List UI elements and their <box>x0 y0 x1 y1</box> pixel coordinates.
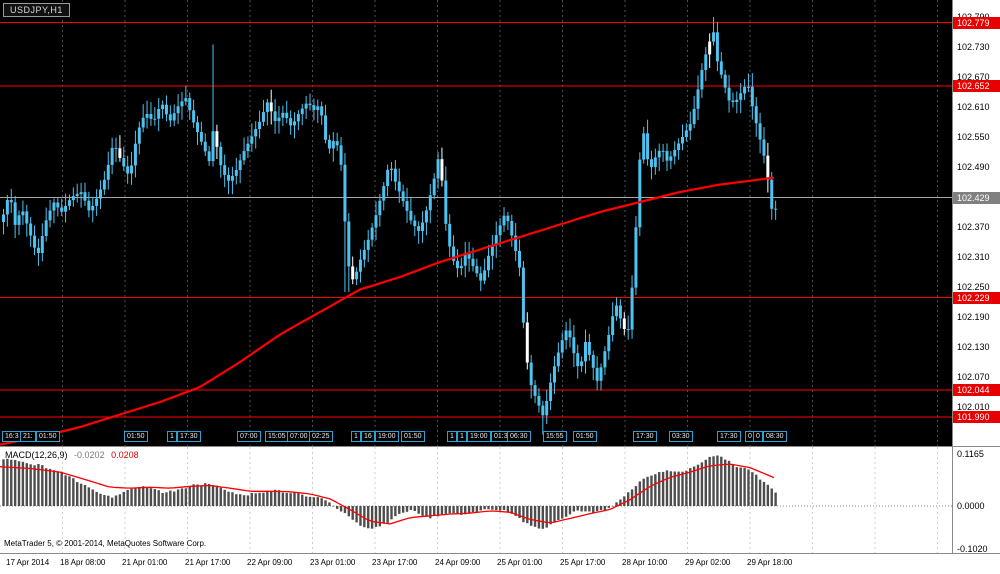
price-tick-label: 102.550 <box>957 132 990 142</box>
event-time-marker[interactable]: 0 <box>753 431 763 442</box>
horizontal-level-lines <box>0 22 952 418</box>
level-price-label: 102.652 <box>953 80 1000 92</box>
event-time-marker[interactable]: 02:25 <box>309 431 333 442</box>
price-tick-label: 102.070 <box>957 372 990 382</box>
time-tick-label: 23 Apr 17:00 <box>372 558 418 567</box>
macd-tick-label: 0.1165 <box>957 449 984 459</box>
day-separator-grid <box>62 0 938 446</box>
event-time-marker[interactable]: 19:00 <box>467 431 491 442</box>
event-time-marker[interactable]: 01:50 <box>124 431 148 442</box>
event-time-marker[interactable]: 06:30 <box>507 431 531 442</box>
symbol-timeframe-label: USDJPY,H1 <box>3 3 70 17</box>
event-time-marker[interactable]: 17:30 <box>633 431 657 442</box>
event-time-marker[interactable]: 1 <box>167 431 177 442</box>
level-price-label: 102.044 <box>953 384 1000 396</box>
event-time-marker[interactable]: 01:50 <box>573 431 597 442</box>
price-tick-label: 102.250 <box>957 282 990 292</box>
price-chart-area[interactable]: USDJPY,H1 16:3 21: 01:50 01:50 1 17:30 07:00 15… <box>0 0 952 446</box>
event-time-marker[interactable]: 21: <box>20 431 36 442</box>
price-tick-label: 102.010 <box>957 402 990 412</box>
event-time-marker[interactable]: 1 <box>351 431 361 442</box>
macd-signal-value: 0.0208 <box>111 450 139 460</box>
time-tick-label: 21 Apr 01:00 <box>122 558 168 567</box>
macd-indicator-panel[interactable]: MACD(12,26,9) -0.0202 0.0208 MetaTrader … <box>0 446 952 554</box>
event-time-marker[interactable]: 01:50 <box>401 431 425 442</box>
macd-main-value: -0.0202 <box>74 450 105 460</box>
time-tick-label: 25 Apr 17:00 <box>560 558 606 567</box>
price-tick-label: 102.490 <box>957 162 990 172</box>
time-tick-label: 22 Apr 09:00 <box>247 558 293 567</box>
macd-tick-label: -0.1020 <box>957 544 988 554</box>
event-time-marker[interactable]: 15:05 <box>265 431 289 442</box>
level-price-label: 102.779 <box>953 17 1000 29</box>
event-time-marker[interactable]: 01:50 <box>36 431 60 442</box>
level-price-label: 101.990 <box>953 411 1000 423</box>
candles <box>2 17 778 435</box>
time-tick-label: 29 Apr 02:00 <box>685 558 731 567</box>
current-price-label: 102.429 <box>953 192 1000 204</box>
price-tick-label: 102.670 <box>957 72 990 82</box>
event-time-marker[interactable]: 03:30 <box>669 431 693 442</box>
macd-value-axis: 0.1165 0.0000 -0.1020 <box>952 446 1000 554</box>
event-time-marker[interactable]: 07:00 <box>287 431 311 442</box>
event-time-marker[interactable]: 15:55 <box>543 431 567 442</box>
price-tick-label: 102.310 <box>957 252 990 262</box>
price-tick-label: 102.730 <box>957 42 990 52</box>
macd-histogram <box>2 455 777 529</box>
price-axis[interactable]: 102.790102.730102.670102.610102.550102.4… <box>952 0 1000 446</box>
event-time-marker[interactable]: 1 <box>447 431 457 442</box>
event-time-marker[interactable]: 19:00 <box>375 431 399 442</box>
time-tick-label: 23 Apr 01:00 <box>310 558 356 567</box>
moving-average-line <box>0 176 775 446</box>
price-tick-label: 102.130 <box>957 342 990 352</box>
time-tick-label: 17 Apr 2014 <box>6 558 50 567</box>
macd-chart[interactable] <box>0 447 952 554</box>
time-tick-label: 25 Apr 01:00 <box>497 558 543 567</box>
level-price-label: 102.229 <box>953 292 1000 304</box>
time-axis[interactable]: 17 Apr 2014 18 Apr 08:00 21 Apr 01:00 21 Ap… <box>0 553 1000 574</box>
event-time-marker[interactable]: 07:00 <box>237 431 261 442</box>
event-time-marker[interactable]: 17:30 <box>717 431 741 442</box>
time-tick-label: 18 Apr 08:00 <box>60 558 106 567</box>
macd-tick-label: 0.0000 <box>957 501 985 511</box>
event-time-marker[interactable]: 17:30 <box>177 431 201 442</box>
macd-indicator-label: MACD(12,26,9) -0.0202 0.0208 <box>5 450 143 460</box>
event-time-marker[interactable]: 08:30 <box>763 431 787 442</box>
event-time-marker[interactable]: 16 <box>361 431 375 442</box>
candlestick-chart[interactable] <box>0 0 952 446</box>
time-tick-label: 29 Apr 18:00 <box>747 558 793 567</box>
price-tick-label: 102.370 <box>957 222 990 232</box>
time-tick-label: 28 Apr 10:00 <box>622 558 668 567</box>
event-time-marker[interactable]: 16:3 <box>2 431 22 442</box>
event-time-marker[interactable]: 1 <box>457 431 467 442</box>
time-tick-label: 24 Apr 09:00 <box>435 558 481 567</box>
macd-signal-line <box>0 463 775 525</box>
time-tick-label: 21 Apr 17:00 <box>185 558 231 567</box>
price-tick-label: 102.190 <box>957 312 990 322</box>
macd-name: MACD(12,26,9) <box>5 450 68 460</box>
price-tick-label: 102.610 <box>957 102 990 112</box>
copyright-footer: MetaTrader 5, © 2001-2014, MetaQuotes So… <box>4 539 207 548</box>
